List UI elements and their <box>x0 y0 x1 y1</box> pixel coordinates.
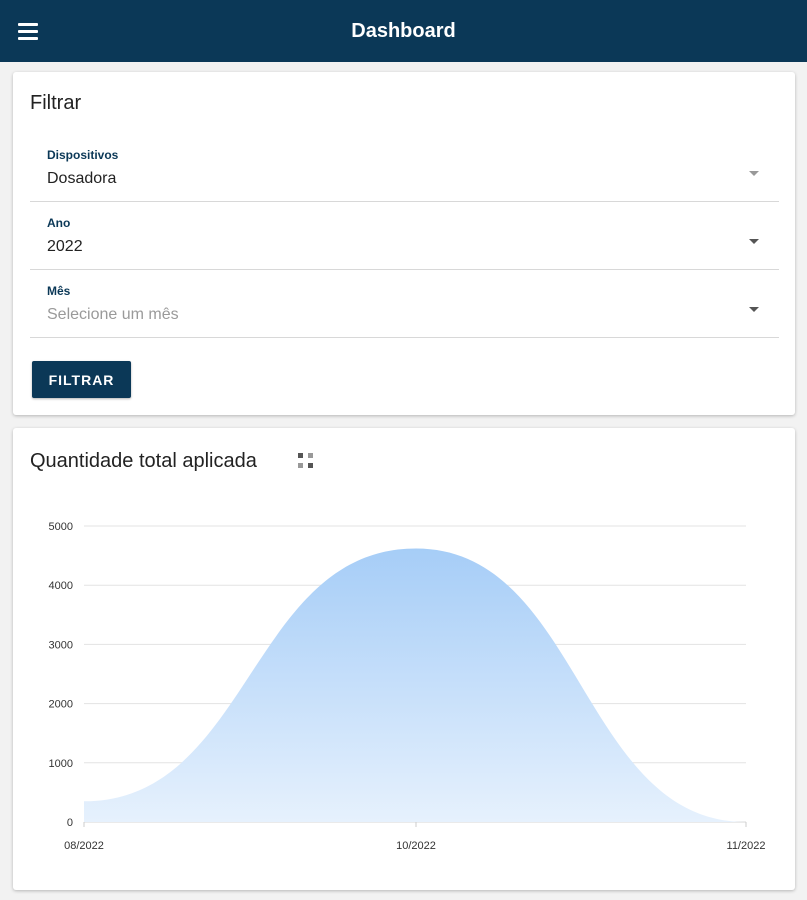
filter-button[interactable]: FILTRAR <box>32 361 131 398</box>
month-select[interactable]: Mês Selecione um mês <box>30 272 779 338</box>
month-placeholder: Selecione um mês <box>47 306 179 323</box>
y-tick-label: 5000 <box>49 521 73 533</box>
year-value: 2022 <box>47 238 83 255</box>
series-area <box>84 548 746 822</box>
y-tick-label: 2000 <box>49 699 73 711</box>
x-tick-label: 10/2022 <box>396 840 436 852</box>
filter-card: Filtrar Dispositivos Dosadora Ano 2022 M… <box>13 72 795 415</box>
filter-title: Filtrar <box>30 92 82 114</box>
year-label: Ano <box>47 216 71 230</box>
x-tick-label: 11/2022 <box>727 840 766 852</box>
devices-label: Dispositivos <box>47 148 119 162</box>
x-tick-label: 08/2022 <box>64 840 104 852</box>
y-tick-label: 0 <box>67 817 73 829</box>
chevron-down-icon[interactable] <box>749 239 759 244</box>
chevron-down-icon[interactable] <box>749 307 759 312</box>
hamburger-menu-icon[interactable] <box>18 20 44 42</box>
year-select[interactable]: Ano 2022 <box>30 204 779 270</box>
app-bar: Dashboard <box>0 0 807 62</box>
y-tick-label: 1000 <box>49 758 73 770</box>
area-chart: 0 1000 2000 3000 4000 5000 08/2022 10/2022 11/2… <box>49 521 766 852</box>
chart-card: 0 1000 2000 3000 4000 5000 08/2022 10/2022 11/2… <box>13 428 795 890</box>
chevron-down-icon[interactable] <box>749 171 759 176</box>
chart-title: Quantidade total aplicada <box>30 450 257 472</box>
grid-menu-icon[interactable] <box>298 453 314 469</box>
month-label: Mês <box>47 284 71 298</box>
devices-value: Dosadora <box>47 170 117 187</box>
y-tick-label: 3000 <box>49 639 73 651</box>
devices-select[interactable]: Dispositivos Dosadora <box>30 136 779 202</box>
page-title: Dashboard <box>351 19 456 42</box>
y-tick-label: 4000 <box>49 580 73 592</box>
